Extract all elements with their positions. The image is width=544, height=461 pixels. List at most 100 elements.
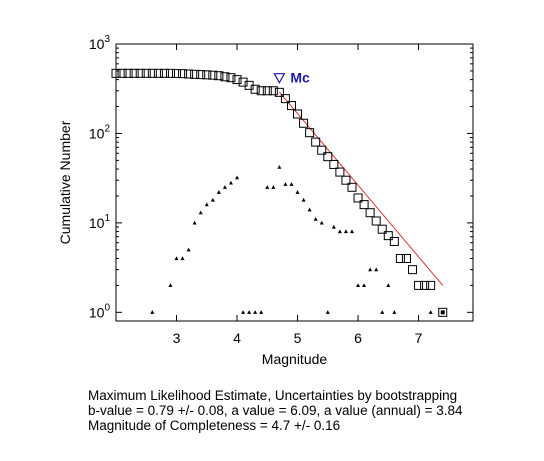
non-cumulative-point (362, 283, 367, 288)
cumulative-point (323, 152, 333, 162)
non-cumulative-point (289, 182, 294, 186)
cumulative-point (420, 280, 430, 290)
non-cumulative-point (301, 197, 306, 202)
cumulative-point (214, 71, 224, 81)
cumulative-point (274, 87, 284, 97)
plot-frame (115, 43, 474, 322)
cumulative-point (238, 77, 248, 87)
cumulative-point (147, 68, 157, 78)
non-cumulative-point (186, 247, 191, 252)
x-tick-label: 5 (294, 330, 302, 346)
non-cumulative-point (222, 185, 227, 189)
non-cumulative-point (277, 164, 282, 169)
cumulative-point (280, 94, 290, 104)
y-tick-label-base: 10 (89, 125, 105, 141)
cumulative-point (389, 236, 399, 246)
non-cumulative-point (168, 283, 173, 288)
summary-line-1: Maximum Likelihood Estimate, Uncertainti… (88, 388, 457, 403)
cumulative-point (135, 68, 145, 78)
cumulative-point (220, 72, 230, 82)
non-cumulative-point (228, 180, 233, 185)
cumulative-point (438, 307, 448, 317)
cumulative-point (395, 253, 405, 263)
y-tick-label: 103 (89, 34, 111, 52)
non-cumulative-point (247, 310, 252, 314)
non-cumulative-point (216, 190, 221, 194)
non-cumulative-point (319, 220, 324, 225)
cumulative-point (184, 69, 194, 79)
cumulative-point (353, 193, 363, 203)
cumulative-point (383, 231, 393, 241)
x-tick-label: 7 (415, 330, 423, 346)
cumulative-point (286, 101, 296, 111)
non-cumulative-point (180, 256, 185, 261)
fit-line-group (278, 91, 444, 286)
cumulative-point (159, 68, 169, 78)
cumulative-point (172, 68, 182, 78)
y-tick-label: 102 (89, 123, 111, 141)
cumulative-point (178, 69, 188, 79)
cumulative-point (341, 175, 351, 185)
cumulative-point (129, 68, 139, 78)
y-tick-label-exponent: 2 (104, 123, 110, 134)
non-cumulative-point (150, 310, 155, 314)
non-cumulative-point (349, 229, 354, 234)
cumulative-point (117, 68, 127, 78)
cumulative-point (250, 84, 260, 94)
cumulative-point (111, 68, 121, 78)
non-cumulative-point (356, 283, 361, 288)
gutenberg-richter-fit-line (278, 91, 444, 286)
cumulative-point (347, 182, 357, 192)
y-tick-label: 100 (89, 302, 111, 320)
x-axis-ticks: 3 4 5 6 7 (173, 44, 423, 346)
cumulative-number-series (111, 68, 448, 317)
non-cumulative-point (374, 267, 379, 272)
y-tick-label-base: 10 (89, 304, 105, 320)
x-tick-label: 4 (233, 330, 241, 346)
y-tick-label-exponent: 3 (104, 34, 110, 45)
non-cumulative-point (313, 216, 318, 221)
cumulative-point (232, 75, 242, 85)
cumulative-point (305, 128, 315, 138)
cumulative-point (377, 224, 387, 234)
non-cumulative-point (392, 310, 397, 314)
summary-line-2: b-value = 0.79 +/- 0.08, a value = 6.09,… (88, 403, 463, 418)
non-cumulative-point (174, 256, 179, 261)
non-cumulative-number-series (150, 164, 433, 314)
x-axis-label: Magnitude (262, 351, 328, 367)
cumulative-point (208, 70, 218, 80)
non-cumulative-point (325, 310, 330, 314)
non-cumulative-point (241, 310, 246, 314)
cumulative-point (196, 70, 206, 80)
y-tick-label-exponent: 1 (104, 213, 110, 224)
cumulative-point (317, 145, 327, 155)
cumulative-point (153, 68, 163, 78)
cumulative-point (365, 208, 375, 218)
non-cumulative-point (337, 229, 342, 234)
non-cumulative-point (331, 224, 336, 229)
non-cumulative-point (253, 310, 258, 314)
cumulative-point (299, 118, 309, 128)
non-cumulative-point (265, 185, 270, 189)
mc-annotation: Mc (273, 70, 310, 86)
cumulative-point (426, 280, 436, 290)
non-cumulative-point (271, 185, 276, 189)
cumulative-point-fill (440, 310, 445, 315)
non-cumulative-point (235, 175, 240, 180)
cumulative-point (202, 70, 212, 80)
x-tick-label: 3 (173, 330, 181, 346)
non-cumulative-point (343, 229, 348, 234)
non-cumulative-point (283, 182, 288, 186)
cumulative-point (123, 68, 133, 78)
non-cumulative-point (204, 202, 209, 207)
mc-label: Mc (290, 70, 310, 86)
cumulative-point (262, 86, 272, 96)
cumulative-point (407, 265, 417, 275)
non-cumulative-point (380, 310, 385, 314)
cumulative-point (335, 167, 345, 177)
cumulative-point (401, 253, 411, 263)
cumulative-point (226, 73, 236, 83)
non-cumulative-point (386, 283, 391, 288)
